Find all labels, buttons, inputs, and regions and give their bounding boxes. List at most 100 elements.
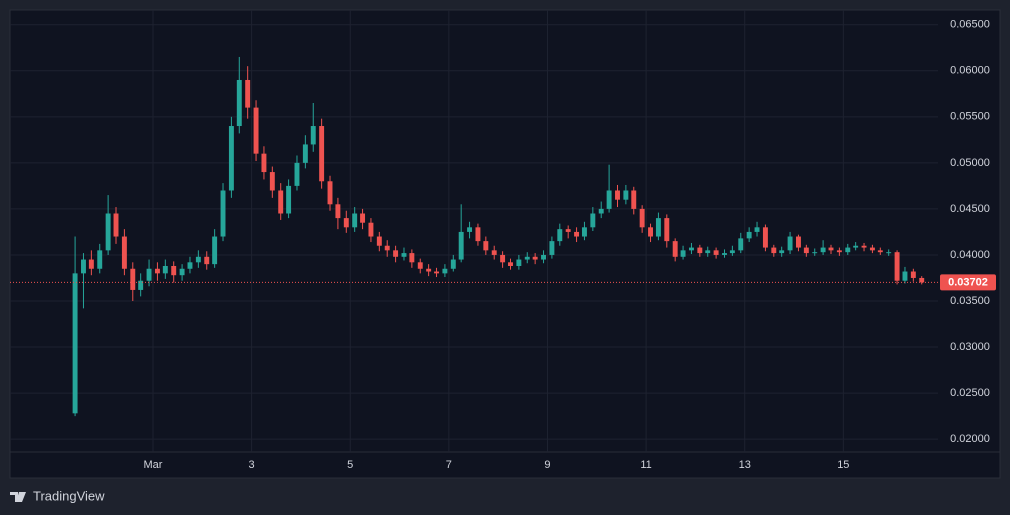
candle-body — [549, 241, 555, 255]
candle-body — [294, 162, 300, 186]
candle-body — [713, 250, 719, 255]
candle-body — [664, 218, 670, 242]
candle-body — [648, 227, 653, 237]
candle-body — [236, 79, 242, 127]
candle-body — [623, 190, 629, 200]
candle-body — [762, 227, 768, 248]
candle-body — [442, 268, 448, 274]
candle-body — [245, 79, 251, 108]
candle-body — [590, 213, 596, 228]
candle-body — [105, 213, 111, 251]
candle-body — [574, 231, 580, 237]
candle-body — [738, 238, 744, 251]
candle-body — [426, 268, 432, 272]
candle-body — [360, 213, 366, 223]
x-tick-label: 13 — [739, 459, 751, 471]
candle-body — [705, 250, 711, 254]
candle-body — [861, 245, 867, 248]
candle-body — [869, 247, 875, 251]
candle-body — [475, 227, 481, 242]
logo: TradingView — [10, 488, 105, 503]
candle-body — [138, 280, 144, 290]
candle-body — [376, 236, 382, 246]
candle-body — [384, 245, 390, 251]
candle-body — [581, 227, 587, 237]
candle-body — [310, 126, 316, 145]
candle-body — [146, 268, 152, 281]
candle-body — [278, 190, 284, 214]
candle-body — [467, 227, 473, 232]
candle-body — [779, 250, 785, 254]
candle-body — [902, 271, 908, 281]
y-tick-label: 0.06500 — [950, 19, 990, 31]
y-tick-label: 0.04000 — [950, 249, 990, 261]
candle-body — [113, 213, 119, 237]
candle-body — [729, 250, 735, 254]
x-tick-label: 9 — [544, 459, 550, 471]
candle-body — [81, 259, 86, 274]
candle-body — [228, 126, 234, 191]
candle-body — [516, 259, 522, 266]
candle-body — [886, 252, 892, 254]
y-tick-label: 0.02500 — [950, 387, 990, 399]
candle-body — [598, 208, 604, 214]
candle-body — [680, 250, 686, 257]
x-tick-label: 5 — [347, 459, 353, 471]
candle-body — [820, 247, 826, 253]
y-tick-label: 0.06000 — [950, 65, 990, 77]
candle-body — [771, 247, 777, 254]
candle-body — [672, 241, 678, 257]
candle-body — [187, 262, 193, 269]
y-tick-label: 0.03000 — [950, 341, 990, 353]
candle-body — [343, 218, 349, 228]
x-tick-label: 7 — [446, 459, 452, 471]
x-tick-label: 11 — [640, 459, 651, 471]
candle-body — [171, 265, 177, 276]
candle-body — [154, 268, 160, 274]
candle-body — [812, 252, 818, 254]
x-tick-label: Mar — [144, 459, 163, 471]
candle-body — [220, 190, 226, 237]
last-price-label: 0.03702 — [948, 276, 988, 288]
logo-icon — [10, 492, 26, 502]
candle-body — [269, 172, 275, 191]
candle-body — [877, 250, 883, 253]
candle-body — [919, 277, 925, 283]
candle-body — [836, 250, 842, 253]
candle-body — [162, 265, 168, 274]
candle-body — [722, 253, 727, 255]
candle-body — [541, 254, 546, 260]
candle-body — [88, 259, 94, 269]
candle-body — [845, 247, 851, 253]
candle-body — [697, 247, 703, 254]
chart-pane — [9, 9, 1001, 479]
candle-body — [532, 256, 538, 260]
candle-body — [491, 250, 497, 255]
candle-body — [335, 204, 341, 219]
candle-body — [327, 181, 333, 205]
candle-body — [179, 268, 185, 276]
last-price-box — [940, 274, 996, 291]
candle-body — [286, 185, 292, 214]
y-tick-label: 0.02000 — [950, 433, 990, 445]
candle-body — [458, 231, 464, 260]
candle-body — [606, 190, 612, 209]
candle-body — [121, 236, 127, 269]
candle-body — [401, 253, 407, 257]
y-tick-label: 0.05000 — [950, 157, 990, 169]
candle-body — [450, 259, 456, 269]
candle-body — [631, 190, 637, 209]
candle-body — [409, 253, 415, 263]
candle-body — [393, 250, 399, 257]
candle-body — [130, 268, 136, 290]
candle-body — [853, 245, 859, 248]
candle-body — [524, 256, 530, 260]
candle-body — [910, 271, 916, 278]
candle-body — [352, 213, 358, 228]
x-tick-label: 3 — [249, 459, 255, 471]
candle-body — [417, 262, 423, 269]
y-tick-label: 0.03500 — [950, 295, 990, 307]
candle-body — [319, 126, 325, 182]
